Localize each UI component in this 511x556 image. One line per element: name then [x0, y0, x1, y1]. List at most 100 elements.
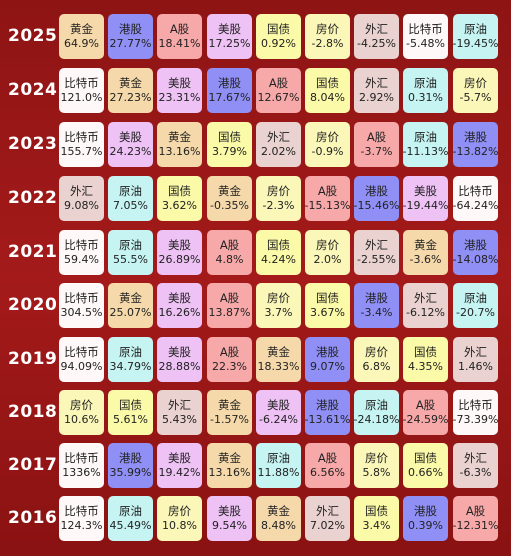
asset-name: 港股	[119, 451, 142, 465]
asset-name: A股	[317, 184, 338, 198]
asset-return: 59.4%	[64, 252, 99, 266]
asset-name: A股	[219, 291, 240, 305]
asset-return: 9.54%	[212, 518, 247, 532]
asset-cell: 外汇 2.02%	[256, 122, 301, 167]
asset-return: 0.31%	[408, 90, 443, 104]
asset-cell: 原油 34.79%	[108, 337, 153, 382]
asset-return: 3.67%	[310, 305, 345, 319]
asset-return: -24.18%	[353, 412, 400, 426]
asset-name: 外汇	[168, 398, 191, 412]
asset-return: -15.46%	[353, 198, 400, 212]
asset-return: 1336%	[62, 465, 101, 479]
asset-name: 港股	[464, 130, 487, 144]
asset-return: -14.08%	[452, 252, 499, 266]
asset-return: 6.8%	[362, 359, 391, 373]
asset-return: 0.66%	[408, 465, 443, 479]
asset-cell: A股 12.67%	[256, 68, 301, 113]
asset-return: -13.82%	[452, 144, 499, 158]
asset-cell: 国债 3.79%	[207, 122, 252, 167]
asset-name: 美股	[168, 76, 191, 90]
asset-return: 155.7%	[60, 144, 103, 158]
asset-cell: 外汇 -6.12%	[403, 283, 448, 328]
asset-cell: 港股 17.67%	[207, 68, 252, 113]
asset-return: 5.61%	[113, 412, 148, 426]
asset-cell: A股 -15.13%	[305, 176, 350, 221]
asset-cell: 外汇 5.43%	[157, 390, 202, 435]
asset-return: 34.79%	[109, 359, 152, 373]
asset-return: -13.61%	[304, 412, 351, 426]
asset-cell: 美股 17.25%	[207, 14, 252, 59]
asset-cell: 房价 -2.3%	[256, 176, 301, 221]
asset-name: A股	[219, 238, 240, 252]
asset-return: 0.39%	[408, 518, 443, 532]
year-row-2016: 2016 比特币 124.3% 原油 45.49% 房价 10.8% 美股 9.54% 黄金 8.4…	[0, 496, 511, 543]
asset-name: 房价	[316, 130, 339, 144]
asset-cell: 港股 0.39%	[403, 496, 448, 541]
asset-return: -3.7%	[360, 144, 393, 158]
asset-name: 美股	[168, 345, 191, 359]
asset-return: -73.39%	[452, 412, 499, 426]
asset-return: 3.62%	[162, 198, 197, 212]
asset-cell: 黄金 -0.35%	[207, 176, 252, 221]
asset-name: 港股	[365, 291, 388, 305]
asset-cell: 港股 -3.4%	[354, 283, 399, 328]
asset-name: 港股	[365, 184, 388, 198]
asset-return: -15.13%	[304, 198, 351, 212]
asset-cell: 国债 8.04%	[305, 68, 350, 113]
asset-return: 64.9%	[64, 36, 99, 50]
asset-name: 黄金	[267, 345, 290, 359]
asset-name: 国债	[218, 130, 241, 144]
asset-name: 外汇	[316, 504, 339, 518]
asset-cell: 黄金 13.16%	[207, 443, 252, 488]
asset-return: 7.02%	[310, 518, 345, 532]
asset-name: 黄金	[119, 76, 142, 90]
asset-name: A股	[169, 22, 190, 36]
asset-name: 美股	[267, 398, 290, 412]
asset-name: 外汇	[365, 76, 388, 90]
asset-name: 原油	[119, 345, 142, 359]
asset-return: 10.8%	[162, 518, 197, 532]
asset-return: -6.24%	[259, 412, 298, 426]
asset-return: 8.04%	[310, 90, 345, 104]
asset-cell: 外汇 7.02%	[305, 496, 350, 541]
asset-name: 国债	[119, 398, 142, 412]
asset-cell: 房价 3.7%	[256, 283, 301, 328]
asset-return: 13.16%	[158, 144, 201, 158]
year-label: 2019	[8, 349, 58, 369]
asset-name: 原油	[414, 130, 437, 144]
asset-cell: 房价 10.6%	[59, 390, 104, 435]
asset-name: 原油	[119, 504, 142, 518]
asset-return: 24.23%	[109, 144, 152, 158]
year-label: 2018	[8, 402, 58, 422]
asset-name: 国债	[414, 345, 437, 359]
asset-return: 5.43%	[162, 412, 197, 426]
asset-cell: 房价 10.8%	[157, 496, 202, 541]
asset-name: 美股	[168, 291, 191, 305]
asset-return: 121.0%	[60, 90, 103, 104]
asset-return: -0.9%	[311, 144, 344, 158]
asset-return: -3.6%	[409, 252, 442, 266]
asset-name: 黄金	[168, 130, 191, 144]
asset-name: 房价	[316, 22, 339, 36]
asset-cell: 港股 -14.08%	[453, 230, 498, 275]
asset-name: 港股	[316, 398, 339, 412]
asset-name: 黄金	[70, 22, 93, 36]
asset-cell: 比特币 304.5%	[59, 283, 104, 328]
asset-name: 港股	[316, 345, 339, 359]
asset-name: 港股	[414, 504, 437, 518]
asset-return: 304.5%	[60, 305, 103, 319]
asset-cell: 黄金 27.23%	[108, 68, 153, 113]
asset-name: 原油	[414, 76, 437, 90]
asset-name: 原油	[464, 291, 487, 305]
year-row-2023: 2023 比特币 155.7% 美股 24.23% 黄金 13.16% 国债 3.79% 外汇 2.…	[0, 122, 511, 169]
asset-return: -0.35%	[210, 198, 249, 212]
asset-return: -4.25%	[357, 36, 396, 50]
asset-return: 18.33%	[257, 359, 300, 373]
asset-cell: 美股 -19.44%	[403, 176, 448, 221]
asset-return: -11.13%	[402, 144, 449, 158]
asset-return: -5.48%	[406, 36, 445, 50]
asset-return: -2.8%	[311, 36, 344, 50]
asset-return: -2.55%	[357, 252, 396, 266]
asset-cell: 比特币 121.0%	[59, 68, 104, 113]
